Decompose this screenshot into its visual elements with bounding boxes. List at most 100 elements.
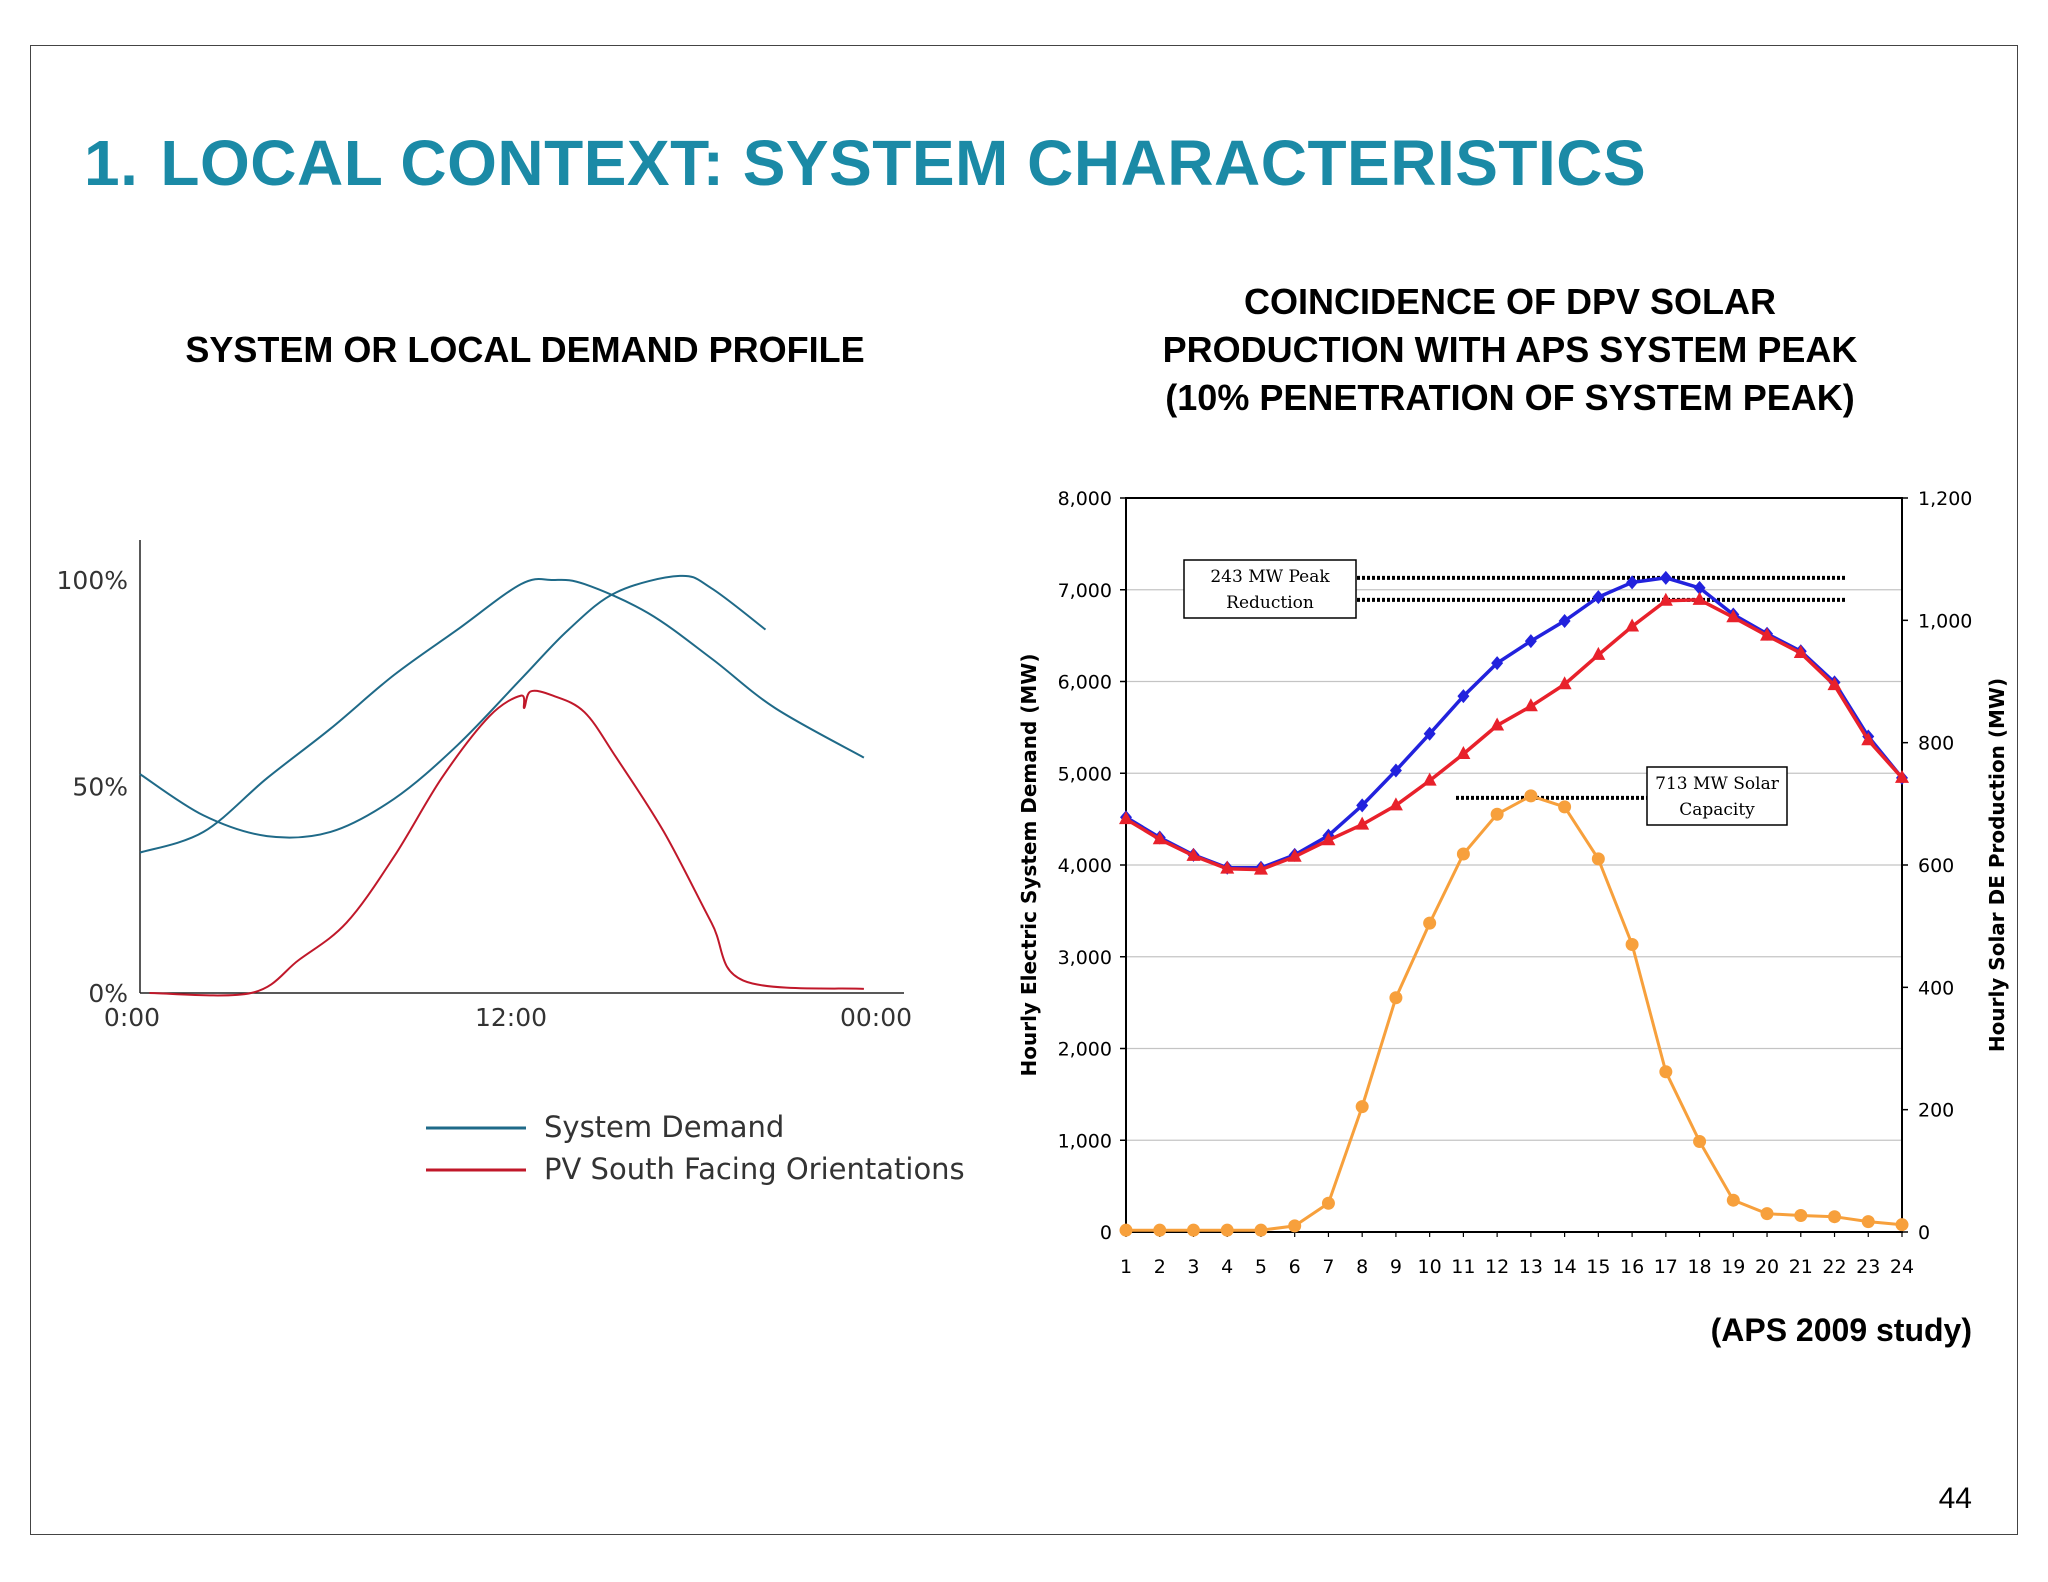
circle-marker [1828,1210,1842,1224]
circle-marker [1355,1100,1369,1114]
left-y-tick-label: 3,000 [1058,947,1112,969]
left-y-tick-label: 2,000 [1058,1039,1112,1061]
triangle-marker [1523,698,1538,712]
left-series-line-2 [139,577,865,854]
circle-marker [1153,1223,1167,1237]
x-tick-label: 23 [1856,1256,1880,1278]
page-number: 44 [1938,1482,1972,1515]
x-tick-label: 2 [1154,1256,1166,1278]
series-line-circle [1126,794,1903,1232]
triangle-marker [1760,627,1775,641]
x-tick-label: 5 [1255,1256,1267,1278]
left-x-tick-label: 0:00 [104,1003,160,1032]
triangle-marker [1591,646,1606,660]
circle-marker [1625,938,1639,952]
circle-marker [1726,1193,1740,1207]
x-tick-label: 3 [1187,1256,1199,1278]
series-line-triangle [1125,598,1904,872]
circle-marker [1186,1223,1200,1237]
x-tick-label: 24 [1890,1256,1914,1278]
x-tick-label: 16 [1620,1256,1644,1278]
left-y-tick-label: 1,000 [1058,1130,1112,1152]
right-y-tick-label: 800 [1918,733,1954,755]
diamond-marker [1457,689,1470,704]
x-tick-label: 18 [1687,1256,1711,1278]
circle-marker [1794,1208,1808,1222]
triangle-marker [1287,848,1302,862]
right-y-tick-label: 1,200 [1918,488,1972,510]
diamond-marker [1524,634,1537,649]
circle-marker [1321,1196,1335,1210]
diamond-marker [1659,570,1672,585]
left-y-tick-label: 0 [1100,1222,1112,1244]
x-tick-label: 9 [1390,1256,1402,1278]
triangle-marker [1658,592,1673,606]
triangle-marker [1793,645,1808,659]
x-tick-label: 11 [1451,1256,1475,1278]
diamond-marker [1423,726,1436,741]
circle-marker [1659,1065,1673,1079]
diamond-marker [1592,590,1605,605]
left-y-tick-label: 0% [88,979,128,1008]
triangle-marker [1625,618,1640,632]
peak-reduction-annotation-line2: Reduction [1226,593,1314,613]
right-y-tick-label: 600 [1918,855,1954,877]
x-tick-label: 4 [1221,1256,1233,1278]
triangle-marker [1895,769,1909,783]
peak-reduction-annotation-line1: 243 MW Peak [1210,567,1330,587]
x-tick-label: 15 [1586,1256,1610,1278]
triangle-marker [1557,676,1572,690]
circle-marker [1693,1134,1707,1148]
circle-marker [1254,1223,1268,1237]
x-tick-label: 17 [1654,1256,1678,1278]
circle-marker [1591,852,1605,866]
x-tick-label: 22 [1822,1256,1846,1278]
x-tick-label: 1 [1120,1256,1132,1278]
circle-marker [1119,1223,1133,1237]
circle-marker [1456,847,1470,861]
circle-marker [1861,1215,1875,1229]
x-tick-label: 14 [1553,1256,1577,1278]
circle-marker [1220,1223,1234,1237]
solar-capacity-annotation-line2: Capacity [1679,800,1755,820]
triangle-marker [1456,745,1471,759]
circle-marker [1423,916,1437,930]
legend-label: System Demand [544,1110,784,1144]
peak-reduction-annotation [1183,559,1357,619]
left-y-tick-label: 7,000 [1058,580,1112,602]
left-x-tick-label: 12:00 [475,1003,547,1032]
left-y-tick-label: 8,000 [1058,488,1112,510]
left-series-line-3 [149,689,864,997]
right-y-axis-title: Hourly Solar DE Production (MW) [1985,678,2009,1052]
diamond-marker [1389,763,1402,778]
triangle-marker [1321,832,1336,846]
solar-capacity-annotation [1646,766,1788,826]
circle-marker [1895,1218,1909,1232]
circle-marker [1490,807,1504,821]
left-y-tick-label: 4,000 [1058,855,1112,877]
plot-frame [1125,497,1903,1233]
triangle-marker [1220,860,1235,874]
right-y-tick-label: 1,000 [1918,610,1972,632]
right-y-tick-label: 200 [1918,1100,1954,1122]
triangle-marker [1861,732,1876,746]
x-tick-label: 6 [1289,1256,1301,1278]
left-y-axis-title: Hourly Electric System Demand (MW) [1017,653,1041,1076]
triangle-marker [1388,797,1403,811]
x-tick-label: 8 [1356,1256,1368,1278]
x-tick-label: 12 [1485,1256,1509,1278]
slide-title-text: LOCAL CONTEXT: SYSTEM CHARACTERISTICS [160,127,1647,199]
triangle-marker [1355,816,1370,830]
x-tick-label: 13 [1519,1256,1543,1278]
right-y-tick-label: 0 [1918,1222,1930,1244]
triangle-marker [1692,591,1707,605]
left-y-tick-label: 5,000 [1058,763,1112,785]
triangle-marker [1253,861,1268,875]
slide-title-number: 1. [84,127,139,199]
slide-title: 1. LOCAL CONTEXT: SYSTEM CHARACTERISTICS [84,126,1646,200]
right-chart-title: COINCIDENCE OF DPV SOLAR PRODUCTION WITH… [1162,281,1858,418]
triangle-marker [1152,831,1167,845]
triangle-marker [1490,717,1505,731]
